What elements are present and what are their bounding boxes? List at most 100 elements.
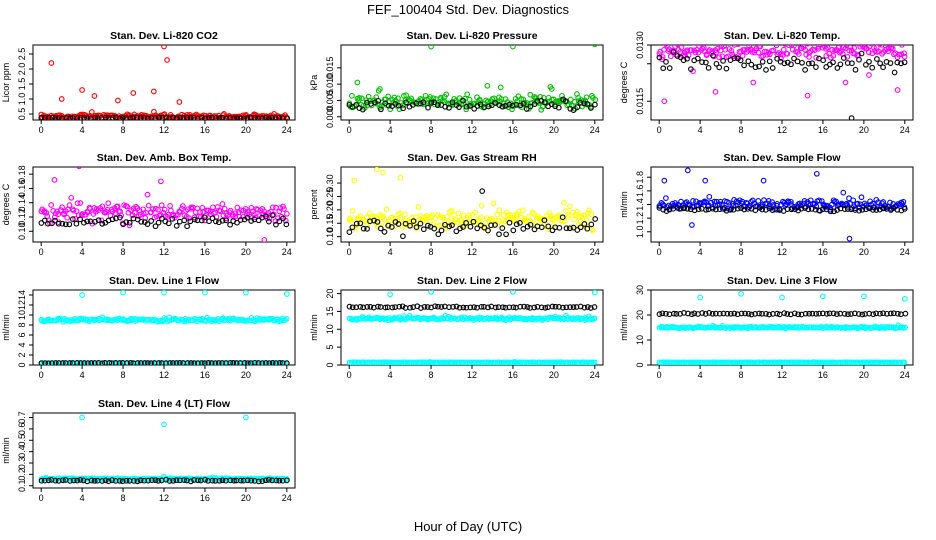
x-tick-label: 16 (508, 125, 518, 135)
data-point (901, 53, 908, 60)
data-point (523, 106, 530, 112)
outlier-point (804, 92, 811, 99)
data-point (61, 211, 68, 218)
data-point (126, 222, 133, 229)
data-point (859, 206, 866, 213)
data-point (737, 325, 743, 331)
x-tick-label: 16 (200, 247, 210, 257)
outlier-point (479, 188, 486, 194)
data-point (770, 47, 777, 54)
data-point (485, 103, 492, 110)
data-point (519, 207, 526, 214)
data-point (802, 46, 808, 53)
data-point (269, 114, 276, 120)
data-point (417, 100, 424, 107)
data-point (221, 205, 228, 212)
outlier-point (846, 235, 853, 242)
data-point (396, 303, 403, 310)
data-point (425, 104, 431, 111)
data-point (138, 114, 144, 120)
data-point (663, 208, 670, 214)
outlier-point (161, 421, 167, 428)
data-point (824, 45, 831, 51)
data-point (88, 109, 95, 115)
data-point (273, 221, 279, 228)
chart-panel-6: Stan. Dev. Sample Flow ml/min 0 4 8 12 16 20 24 1… (619, 152, 914, 257)
chart-panel-3: Stan. Dev. Li-820 Temp. degrees C 0 4 8 12 16 2… (619, 30, 914, 135)
data-point (471, 304, 477, 310)
data-point (283, 114, 290, 120)
data-point (144, 191, 151, 198)
data-point (481, 224, 488, 231)
data-point (809, 310, 816, 317)
data-point (485, 225, 491, 231)
y-tick-label: 0.0130 (635, 31, 645, 59)
data-point (415, 204, 422, 210)
data-point (184, 115, 190, 120)
data-point (488, 222, 494, 229)
y-tick-label: 20 (325, 289, 335, 299)
data-point (170, 360, 176, 365)
data-point (739, 52, 746, 59)
data-points (656, 290, 909, 365)
data-point (432, 303, 438, 310)
data-point (251, 359, 258, 365)
x-tick-label: 12 (467, 125, 477, 135)
data-point (209, 477, 216, 484)
data-point (173, 223, 180, 229)
data-point (417, 212, 423, 219)
data-point (236, 213, 243, 220)
data-point (144, 221, 151, 227)
data-point (834, 65, 841, 71)
data-point (170, 114, 177, 120)
data-point (887, 310, 894, 317)
x-tick-label: 4 (388, 370, 393, 380)
data-point (74, 360, 81, 365)
data-point (70, 477, 77, 484)
data-point (471, 105, 478, 112)
data-point (684, 205, 691, 212)
data-point (805, 206, 812, 213)
data-point (889, 45, 896, 52)
data-point (81, 219, 87, 226)
data-point (127, 359, 134, 365)
data-point (460, 359, 467, 365)
data-point (227, 359, 234, 365)
data-point (731, 55, 738, 62)
data-point (456, 104, 462, 110)
data-point (436, 222, 443, 229)
data-point (656, 311, 663, 317)
y-tick-label: 0 (635, 362, 645, 367)
data-point (506, 101, 513, 108)
x-tick-label: 8 (121, 370, 126, 380)
data-point (216, 115, 223, 120)
data-point (188, 205, 195, 212)
data-point (68, 194, 75, 201)
data-point (659, 54, 666, 60)
data-point (671, 310, 677, 317)
data-point (673, 311, 680, 317)
data-point (237, 477, 244, 484)
data-point (869, 64, 876, 71)
data-point (460, 304, 467, 311)
data-point (894, 310, 901, 317)
data-point (503, 231, 509, 238)
data-point (716, 64, 723, 71)
data-point (191, 360, 198, 365)
data-point (575, 359, 582, 365)
data-point (541, 217, 548, 224)
data-point (174, 115, 180, 120)
data-point (763, 310, 769, 317)
x-tick-label: 16 (818, 370, 828, 380)
data-point (688, 66, 694, 72)
data-point (901, 206, 908, 212)
data-point (244, 211, 250, 217)
data-point (713, 206, 719, 213)
data-point (138, 218, 145, 225)
data-point (716, 54, 722, 61)
outlier-point (820, 293, 826, 300)
y-tick-label: 0.000 (325, 105, 335, 128)
data-point (745, 310, 752, 317)
data-point (181, 477, 187, 483)
data-point (780, 46, 787, 53)
